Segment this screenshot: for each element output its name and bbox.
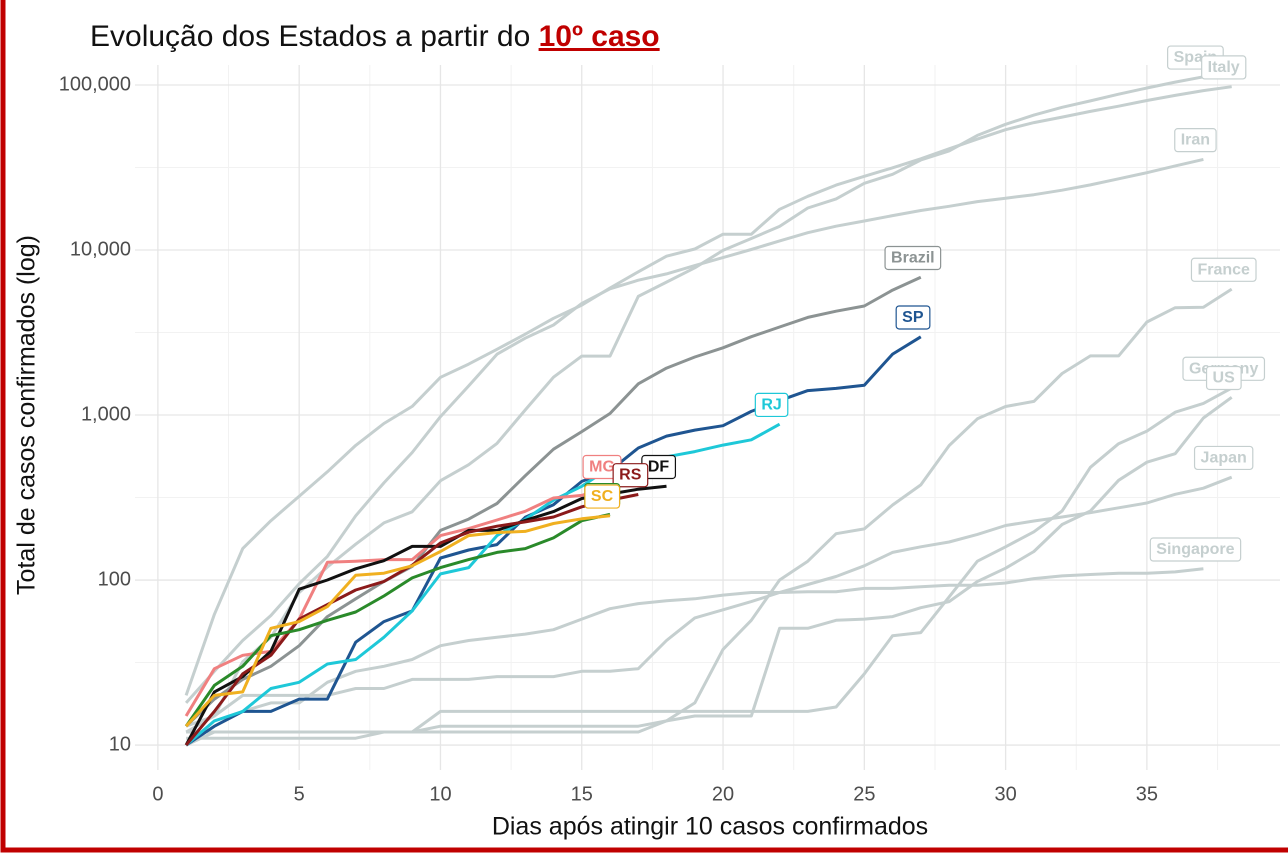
- label-box: [1174, 128, 1217, 153]
- series-line: [184, 512, 611, 728]
- x-tick-label: 15: [571, 783, 593, 805]
- series-label: DF: [641, 454, 677, 480]
- y-tick-label: 10,000: [70, 238, 131, 260]
- series-label: SP: [895, 305, 931, 330]
- series-line: [184, 157, 1204, 704]
- label-text: Italy: [1208, 59, 1240, 76]
- lines: [184, 75, 1233, 747]
- x-tick-label: 5: [294, 783, 305, 805]
- label-text: SC: [591, 488, 614, 505]
- series-label: Singapore: [1149, 537, 1242, 562]
- series-label: Japan: [1193, 445, 1254, 471]
- series-line: [185, 335, 922, 747]
- labels: SpainItalyIranFranceGermanyUSJapanSingap…: [582, 45, 1266, 562]
- x-tick-label: 30: [994, 783, 1016, 805]
- x-tick-label: 20: [712, 783, 734, 805]
- label-text: SP: [902, 309, 924, 326]
- series-label: RS: [612, 463, 649, 488]
- series-line: [184, 85, 1232, 696]
- series-line: [185, 567, 1204, 747]
- y-axis-title: Total de casos confirmados (log): [13, 235, 41, 595]
- title-text: Evolução dos Estados a partir do: [90, 20, 539, 53]
- series-label: Italy: [1201, 55, 1247, 80]
- series-line: [185, 386, 1233, 747]
- label-text: US: [1213, 369, 1236, 386]
- series-label: SC: [584, 484, 621, 509]
- y-tick-label: 10: [109, 733, 131, 755]
- chart-title: Evolução dos Estados a partir do 10º cas…: [90, 20, 660, 53]
- label-text: MG: [589, 458, 615, 475]
- series-label: US: [1205, 365, 1242, 391]
- label-box: [754, 392, 789, 418]
- series-line: [186, 396, 1233, 740]
- label-box: [1193, 445, 1254, 471]
- label-text: DF: [648, 458, 670, 475]
- y-tick-label: 100: [98, 568, 131, 590]
- label-box: [884, 245, 942, 271]
- label-box: [1149, 537, 1242, 562]
- series-line: [185, 275, 922, 728]
- label-box: [1205, 365, 1242, 391]
- series-line: [184, 514, 611, 728]
- label-text: France: [1197, 261, 1250, 278]
- x-tick-label: 25: [853, 783, 875, 805]
- series-label: RJ: [754, 392, 789, 418]
- series-line: [184, 484, 611, 717]
- label-text: Brazil: [891, 249, 935, 266]
- series-label: Brazil: [884, 245, 942, 271]
- label-box: [1201, 55, 1247, 80]
- x-tick-label: 10: [429, 783, 451, 805]
- label-text: Iran: [1181, 132, 1210, 149]
- y-tick-label: 1,000: [81, 403, 131, 425]
- label-text: RS: [619, 467, 642, 484]
- label-text: Singapore: [1156, 541, 1234, 558]
- series-label: France: [1190, 257, 1257, 282]
- title-highlight: 10º caso: [539, 20, 660, 53]
- label-box: [895, 305, 931, 330]
- series-line: [185, 422, 781, 747]
- label-box: [584, 484, 621, 509]
- label-text: RJ: [761, 396, 781, 413]
- label-box: [1190, 257, 1257, 282]
- x-axis-title: Dias após atingir 10 casos confirmados: [492, 813, 928, 841]
- y-tick-label: 100,000: [59, 73, 131, 95]
- series-label: Iran: [1174, 128, 1217, 153]
- series-line: [185, 75, 1204, 728]
- grid: 0 5 10 15 20 25 30 35 10 100 1,000 10,000 100,000: [59, 65, 1280, 805]
- label-text: Japan: [1201, 449, 1247, 466]
- x-tick-label: 0: [152, 783, 163, 805]
- series-label: MG: [582, 454, 622, 480]
- series-line: [185, 475, 1233, 734]
- x-tick-label: 35: [1136, 783, 1158, 805]
- label-box: [612, 463, 649, 488]
